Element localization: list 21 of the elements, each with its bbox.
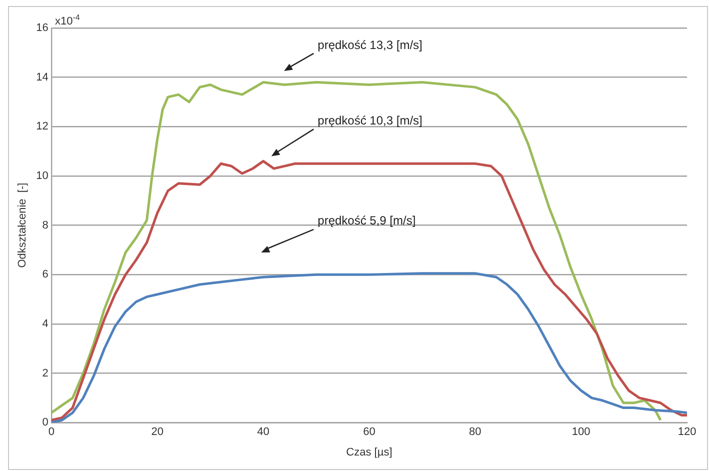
y-tick-label: 14 [36, 71, 48, 84]
x-tick-label: 40 [257, 426, 270, 438]
x-tick-label: 120 [678, 426, 696, 438]
annotation: prędkość 13,3 [m/s] [318, 38, 422, 52]
y-tick-label: 2 [42, 367, 48, 380]
y-tick-label: 4 [42, 318, 48, 330]
annotation: prędkość 5,9 [m/s] [318, 214, 416, 228]
text: x10$^{-4}$ [55, 13, 80, 28]
y-tick-label: 0 [42, 416, 48, 429]
x-tick-label: 100 [572, 426, 590, 438]
y-axis-title: Odkształcenie [-] [16, 182, 29, 268]
annotation: prędkość 10,3 [m/s] [318, 114, 422, 128]
y-tick-label: 8 [42, 219, 48, 232]
y-tick-label: 6 [42, 268, 48, 281]
y-tick-label: 12 [36, 120, 48, 133]
x-axis-title: Czas [µs] [346, 446, 392, 458]
x-tick-label: 80 [469, 426, 482, 438]
x-tick-label: 60 [363, 426, 376, 438]
x-tick-label: 20 [151, 426, 164, 438]
y-tick-label: 10 [36, 170, 48, 182]
y-tick-label: 16 [36, 22, 48, 34]
